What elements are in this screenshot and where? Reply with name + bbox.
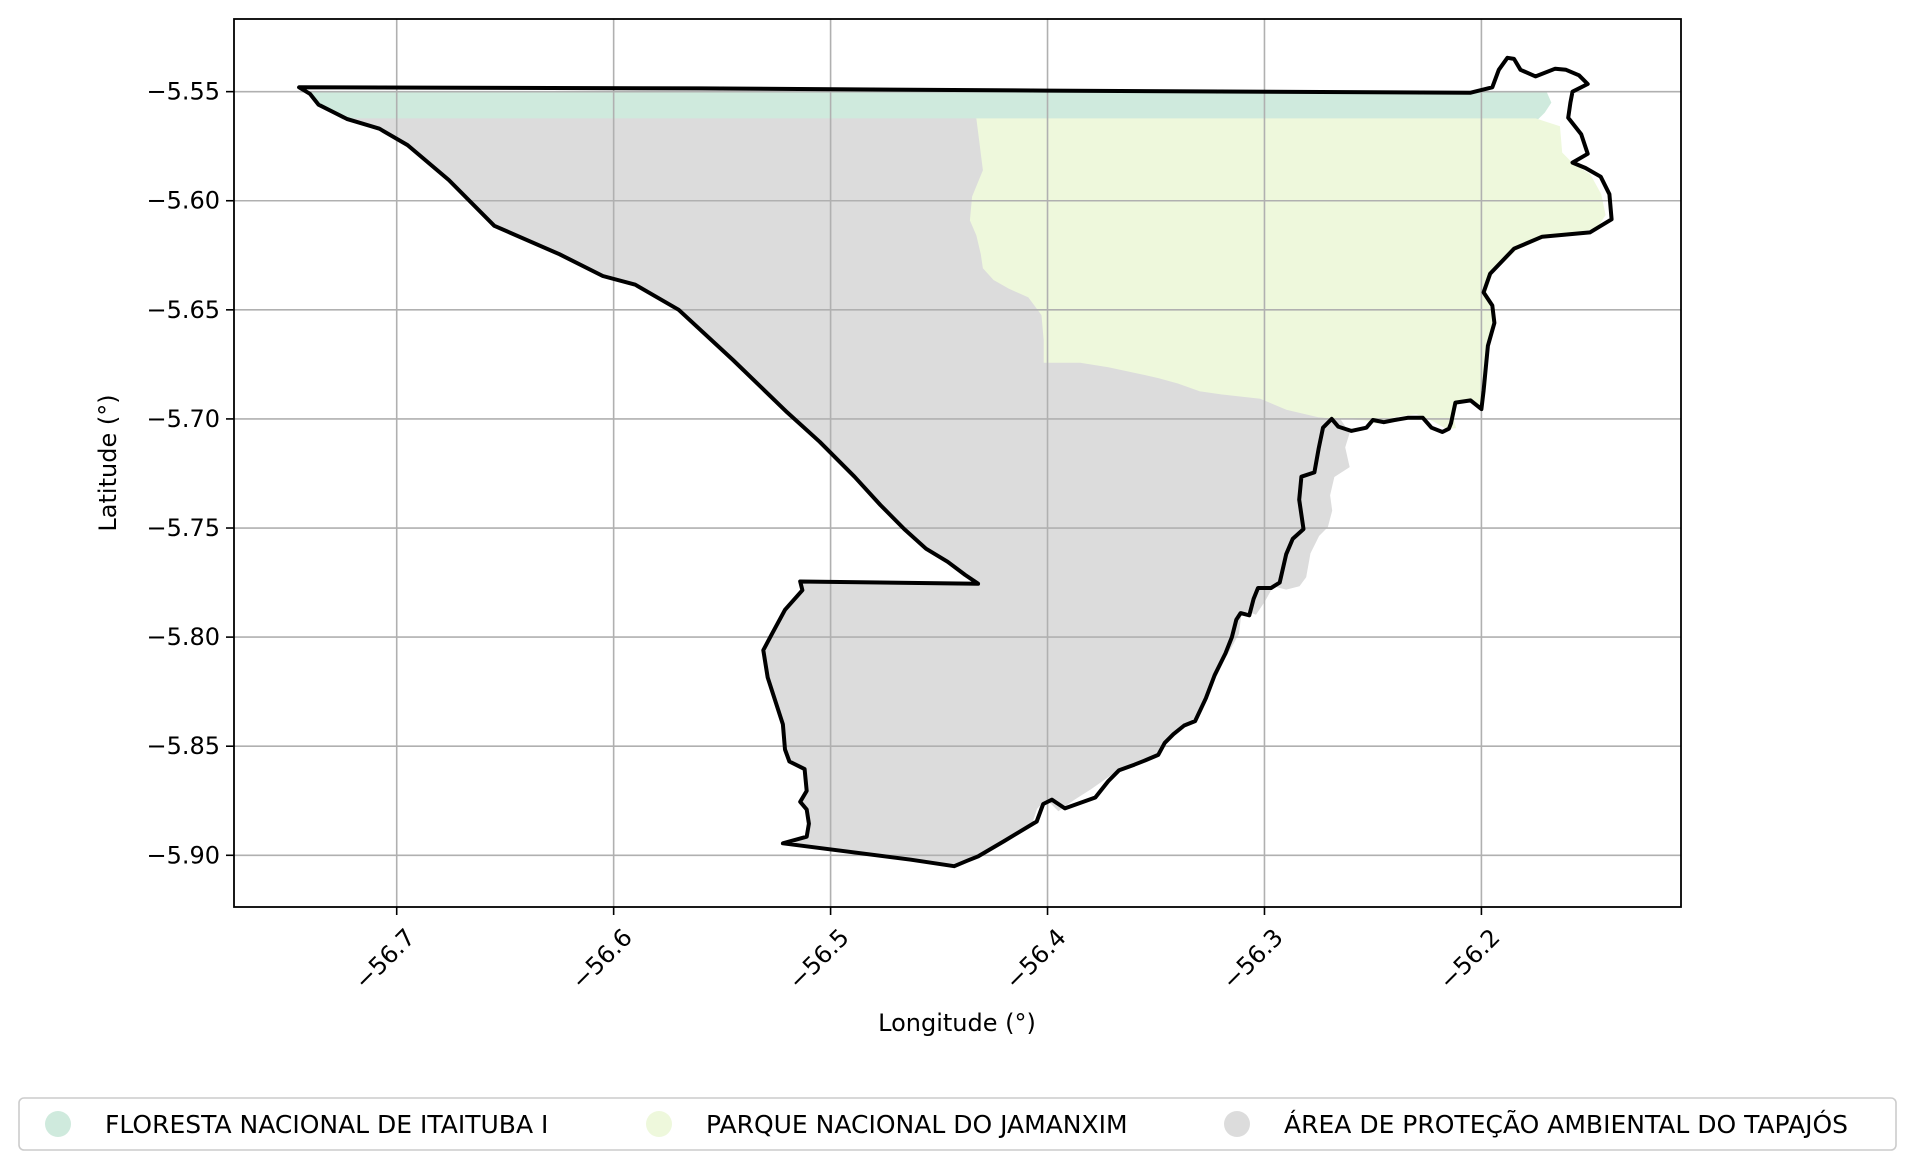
y-tick-label: −5.90 bbox=[146, 841, 220, 869]
grid-lines bbox=[234, 19, 1681, 907]
y-axis-ticks: −5.55 −5.60 −5.65 −5.70 −5.75 −5.80 −5.85 −5.90 bbox=[146, 78, 234, 869]
x-axis-label: Longitude (°) bbox=[878, 1009, 1036, 1037]
y-tick-label: −5.70 bbox=[146, 405, 220, 433]
region-boundaries bbox=[297, 55, 1614, 869]
x-tick-label: −56.5 bbox=[783, 923, 855, 995]
legend-marker-itaituba bbox=[45, 1111, 71, 1137]
y-tick-label: −5.65 bbox=[146, 296, 220, 324]
y-axis-label: Latitude (°) bbox=[94, 394, 122, 531]
legend-item-tapajos: ÁREA DE PROTEÇÃO AMBIENTAL DO TAPAJÓS bbox=[1224, 1109, 1848, 1139]
plot-area bbox=[233, 18, 1682, 908]
region-floresta-nacional-de-itaituba-i bbox=[308, 92, 1552, 120]
legend-label-tapajos: ÁREA DE PROTEÇÃO AMBIENTAL DO TAPAJÓS bbox=[1284, 1109, 1848, 1139]
x-tick-label: −56.2 bbox=[1434, 923, 1506, 995]
x-tick-label: −56.3 bbox=[1217, 923, 1289, 995]
legend-label-jamanxim: PARQUE NACIONAL DO JAMANXIM bbox=[706, 1110, 1128, 1139]
plot-frame bbox=[233, 18, 1682, 908]
legend-item-itaituba: FLORESTA NACIONAL DE ITAITUBA I bbox=[45, 1110, 548, 1139]
legend-marker-jamanxim bbox=[646, 1111, 672, 1137]
y-tick-label: −5.60 bbox=[146, 187, 220, 215]
y-tick-label: −5.80 bbox=[146, 623, 220, 651]
y-tick-label: −5.55 bbox=[146, 78, 220, 106]
x-tick-label: −56.7 bbox=[349, 923, 421, 995]
legend-frame bbox=[18, 1097, 1897, 1151]
x-axis-ticks: −56.7 −56.6 −56.5 −56.4 −56.3 −56.2 bbox=[349, 907, 1506, 995]
x-tick-label: −56.6 bbox=[566, 923, 638, 995]
legend-label-itaituba: FLORESTA NACIONAL DE ITAITUBA I bbox=[105, 1110, 548, 1139]
legend-marker-tapajos bbox=[1224, 1111, 1250, 1137]
map-layers bbox=[308, 92, 1606, 867]
x-tick-label: −56.4 bbox=[1000, 923, 1072, 995]
study-area-outline bbox=[297, 55, 1614, 869]
y-tick-label: −5.85 bbox=[146, 732, 220, 760]
y-tick-label: −5.75 bbox=[146, 514, 220, 542]
legend: FLORESTA NACIONAL DE ITAITUBA I PARQUE N… bbox=[18, 1097, 1897, 1151]
legend-item-jamanxim: PARQUE NACIONAL DO JAMANXIM bbox=[646, 1110, 1128, 1139]
